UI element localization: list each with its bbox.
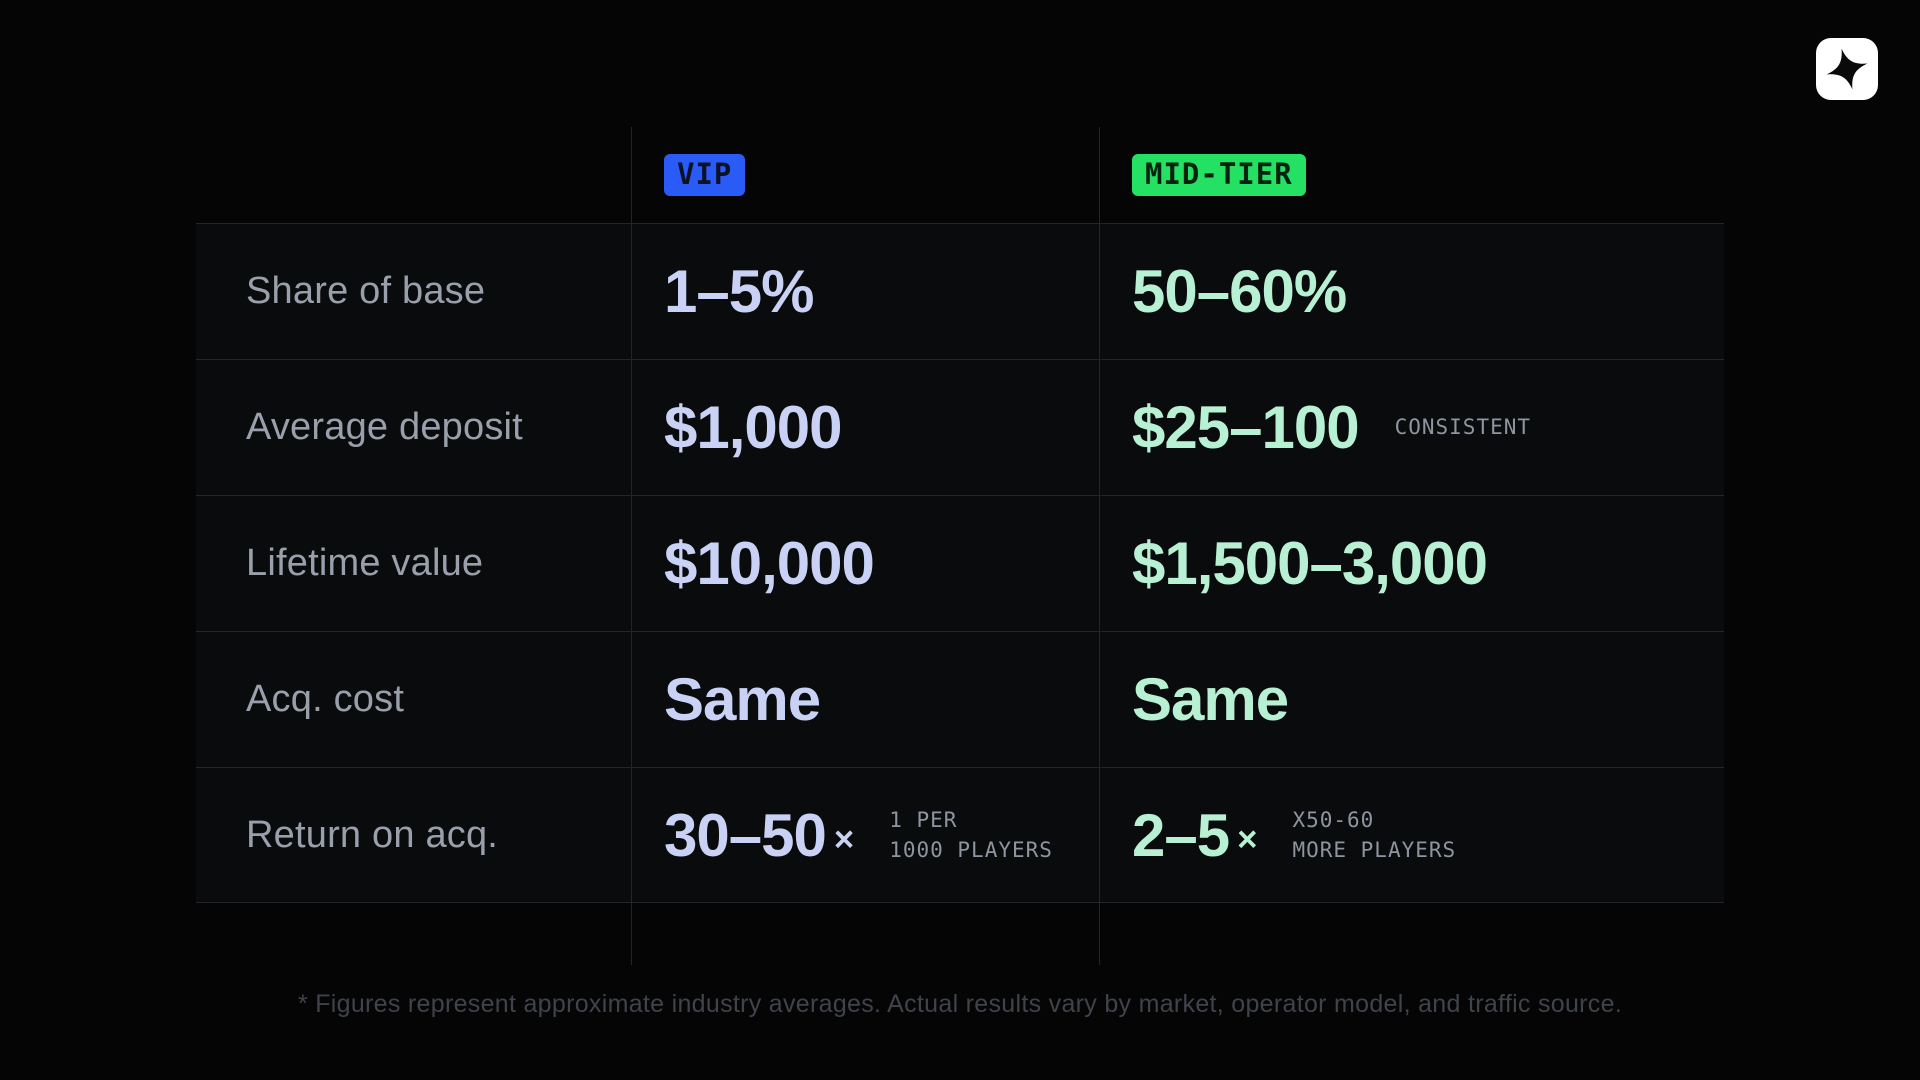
value-text: Same [664,666,821,733]
value-text: $25–100 [1132,394,1360,461]
mid-tier-badge: MID-TIER [1132,154,1306,196]
row-label-cell: Share of base [196,223,632,359]
mid-value: 50–60% [1132,257,1347,326]
table-row: Return on acq. 30–50 × 1 PER 1000 PLAYERS 2–… [196,767,1724,903]
vip-value: $10,000 [664,529,875,598]
mid-value: 2–5 × [1132,801,1257,870]
row-label: Return on acq. [246,813,499,856]
mid-value: $25–100 [1132,393,1360,462]
value-text: $10,000 [664,530,875,597]
value-text: 2–5 [1132,801,1230,869]
value-text: $1,000 [664,394,843,461]
header-cell-empty [196,127,632,223]
value-text: $1,500–3,000 [1132,530,1488,597]
header-cell-vip: VIP [632,127,1100,223]
row-label: Average deposit [246,406,523,448]
row-label-cell: Return on acq. [196,767,632,903]
row-label: Acq. cost [246,678,405,720]
table-row: Average deposit $1,000 $25–100 CONSISTENT [196,359,1724,495]
trailing-cell [632,903,1100,965]
mid-value-cell: Same [1100,631,1724,767]
row-label-cell: Average deposit [196,359,632,495]
vip-value-cell: 1–5% [632,223,1100,359]
header-cell-mid-tier: MID-TIER [1100,127,1724,223]
value-text: 50–60% [1132,258,1347,325]
four-point-star-icon [1826,48,1868,90]
footnote: * Figures represent approximate industry… [297,990,1623,1018]
value-text: Same [1132,666,1289,733]
multiplier-sign: × [1237,820,1257,860]
vip-value: 1–5% [664,257,814,326]
mid-value: Same [1132,665,1289,734]
row-label-cell: Acq. cost [196,631,632,767]
comparison-table: VIP MID-TIER Share of base 1–5% 50–60% Aver… [196,127,1724,965]
trailing-cell [196,903,632,965]
value-text: 1–5% [664,258,814,325]
vip-value-cell: $10,000 [632,495,1100,631]
multiplier-sign: × [833,820,854,860]
table-row: Lifetime value $10,000 $1,500–3,000 [196,495,1724,631]
table-header-row: VIP MID-TIER [196,127,1724,223]
mid-value-cell: $25–100 CONSISTENT [1100,359,1724,495]
vip-value: Same [664,665,821,734]
row-label: Lifetime value [246,542,484,584]
value-annotation: 1 PER 1000 PLAYERS [889,807,1053,862]
row-label: Share of base [246,270,486,312]
mid-value-cell: 2–5 × X50-60 MORE PLAYERS [1100,767,1724,903]
vip-value-cell: $1,000 [632,359,1100,495]
vip-value: $1,000 [664,393,843,462]
value-text: 30–50 [664,801,827,869]
table-row: Share of base 1–5% 50–60% [196,223,1724,359]
vip-badge: VIP [664,154,746,196]
mid-value-cell: 50–60% [1100,223,1724,359]
value-annotation: CONSISTENT [1394,415,1532,440]
comparison-table-body: Share of base 1–5% 50–60% Average deposit $1… [196,223,1724,903]
trailing-cell [1100,903,1724,965]
mid-value-cell: $1,500–3,000 [1100,495,1724,631]
mid-value: $1,500–3,000 [1132,529,1488,598]
brand-logo [1816,38,1878,100]
vip-value: 30–50 × [664,801,854,870]
vip-value-cell: 30–50 × 1 PER 1000 PLAYERS [632,767,1100,903]
row-label-cell: Lifetime value [196,495,632,631]
value-annotation: X50-60 MORE PLAYERS [1292,807,1457,862]
vip-value-cell: Same [632,631,1100,767]
table-row: Acq. cost Same Same [196,631,1724,767]
table-trailing-row [196,903,1724,965]
